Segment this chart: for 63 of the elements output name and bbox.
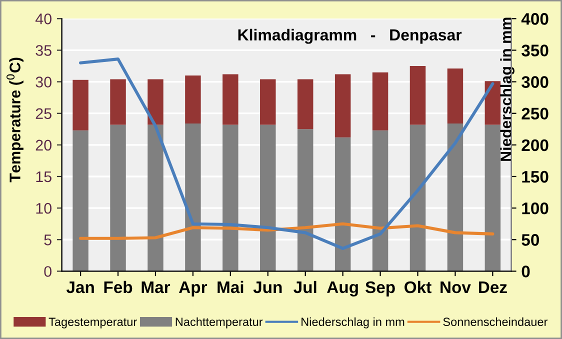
bar <box>297 79 314 130</box>
y2-tick-label: 50 <box>522 234 539 246</box>
y-tick-label: 30 <box>36 76 52 88</box>
bar <box>447 123 464 272</box>
y-tick-label: 20 <box>36 140 52 151</box>
y-tick-label: 15 <box>36 172 52 182</box>
x-tick-label: Sep <box>365 281 395 296</box>
y-tick-label: 25 <box>36 108 52 120</box>
y-tick-label: 35 <box>36 45 52 56</box>
bar <box>372 72 388 130</box>
y-tick-label: 0 <box>44 266 52 277</box>
y2-tick-label: 400 <box>521 13 548 25</box>
bar <box>260 124 276 272</box>
x-tick-label: Jun <box>253 282 282 294</box>
bar <box>110 79 126 125</box>
x-tick-label: Jan <box>66 282 94 294</box>
x-tick-label: Dez <box>478 282 507 294</box>
line-series <box>79 58 494 250</box>
bar <box>148 124 164 272</box>
legend-label: Sonnenscheindauer <box>443 317 548 326</box>
y-tick-label: 10 <box>36 202 52 214</box>
legend-label: Nachttemperatur <box>176 317 263 328</box>
legend-label: Tagestemperatur <box>48 318 137 328</box>
bar <box>185 75 201 124</box>
bar <box>110 124 126 272</box>
x-tick-label: Apr <box>179 282 208 296</box>
y2-axis-title: Niederschlag in mm <box>500 18 514 161</box>
bar <box>148 79 164 125</box>
line-series <box>79 222 494 240</box>
bar <box>72 130 88 272</box>
x-tick-label: Nov <box>440 282 471 294</box>
y2-tick-label: 0 <box>522 266 530 278</box>
x-tick-label: Jul <box>294 280 316 294</box>
x-tick-label: Aug <box>327 281 358 296</box>
bar <box>334 74 351 138</box>
x-tick-label: Mai <box>218 280 244 294</box>
bar <box>484 124 501 272</box>
bar <box>222 74 238 125</box>
x-tick-label: Feb <box>104 280 132 294</box>
text: Klimadiagramm - Denpasar <box>238 28 462 44</box>
x-tick-label: Mar <box>142 282 170 294</box>
y-tick-label: 5 <box>44 234 52 246</box>
bar <box>72 80 88 130</box>
y2-tick-label: 200 <box>522 139 548 152</box>
bar <box>260 79 276 125</box>
bar <box>372 130 388 272</box>
bar <box>297 129 314 272</box>
y2-tick-label: 150 <box>522 170 548 183</box>
legend-label: Niederschlag in mm <box>302 317 404 328</box>
bar <box>334 137 351 272</box>
bar <box>410 124 426 272</box>
bar <box>410 66 426 125</box>
y2-tick-label: 350 <box>522 44 548 56</box>
bar <box>484 81 501 125</box>
bar <box>222 124 238 272</box>
y2-tick-label: 300 <box>522 76 548 88</box>
y-tick-label: 40 <box>35 14 52 24</box>
y2-tick-label: 250 <box>522 108 548 120</box>
x-tick-label: Okt <box>404 280 432 294</box>
bar <box>185 123 201 272</box>
y2-tick-label: 100 <box>522 202 548 214</box>
bar <box>447 68 464 124</box>
y-axis-title: Temperature ($^{0}$C) <box>6 58 24 182</box>
